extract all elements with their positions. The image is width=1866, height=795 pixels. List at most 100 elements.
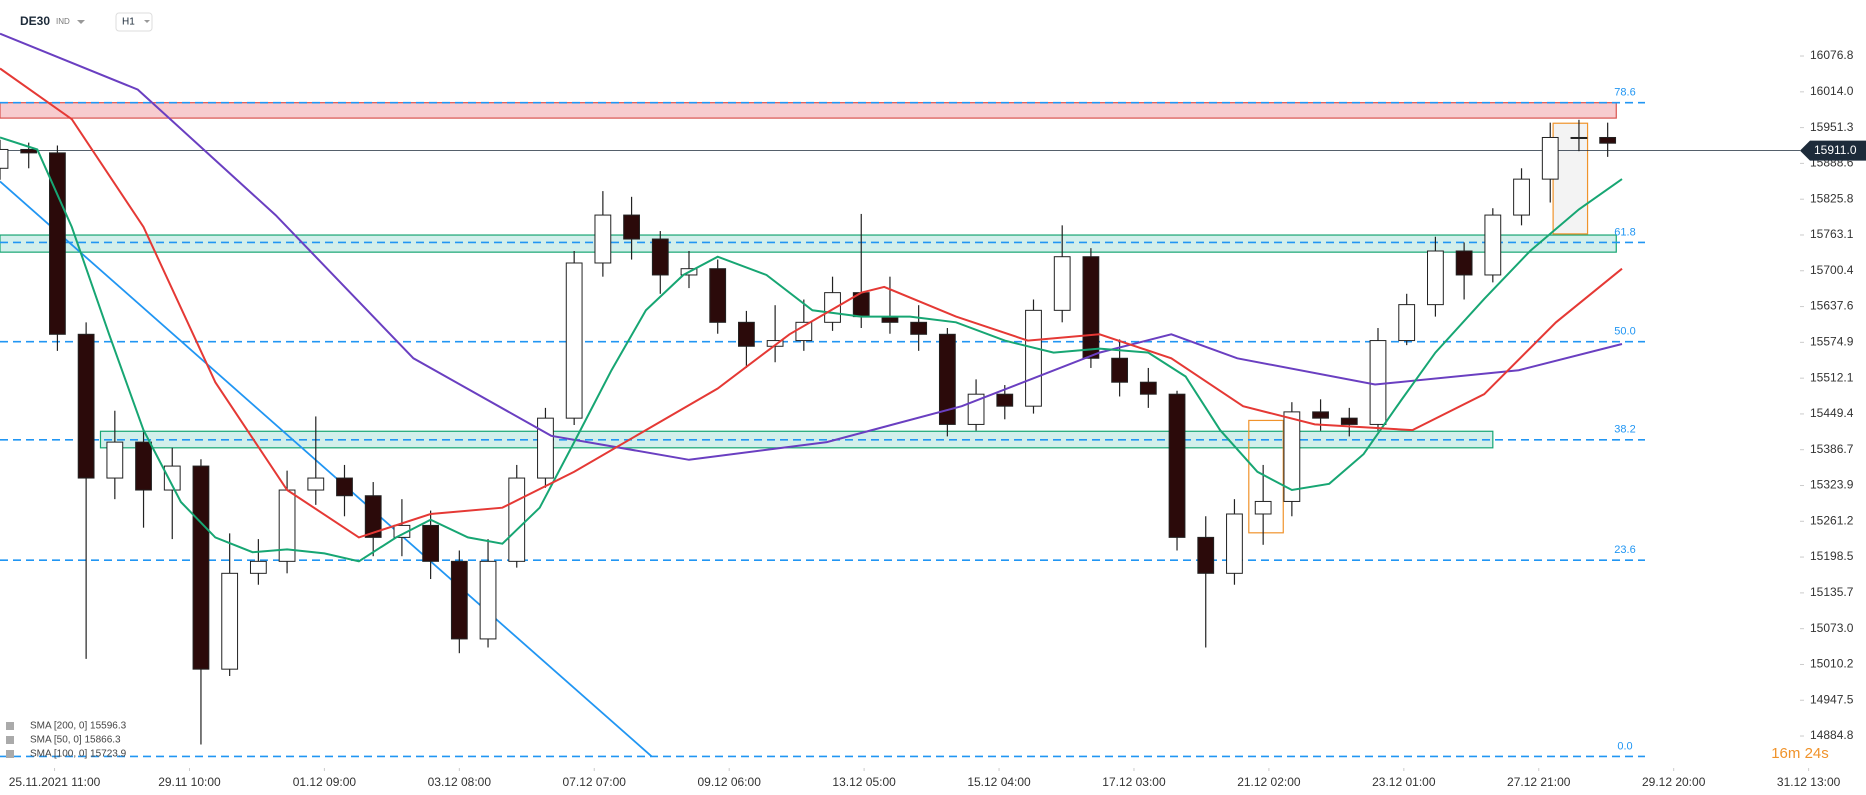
- candle-body: [364, 495, 382, 538]
- candle-body: [106, 441, 124, 479]
- candle-body: [651, 238, 669, 276]
- candle-body: [221, 572, 239, 670]
- y-tick-label: 15449.4: [1810, 406, 1854, 420]
- dropdown-icon[interactable]: [77, 20, 85, 24]
- candle-body: [1168, 393, 1186, 538]
- market: IND: [56, 17, 70, 26]
- candle-body: [20, 148, 38, 154]
- candle-body: [0, 148, 9, 169]
- candle-body: [1369, 340, 1387, 425]
- y-tick-label: 15574.9: [1810, 335, 1854, 349]
- candle-body: [1226, 513, 1243, 574]
- legend-entry: SMA [200, 0] 15596.3: [30, 721, 127, 732]
- candle-body: [1197, 536, 1215, 574]
- candle-body: [938, 333, 956, 425]
- y-tick-label: 15386.7: [1810, 442, 1854, 456]
- x-tick-label: 17.12 03:00: [1102, 775, 1166, 789]
- fib-label: 78.6: [1614, 87, 1635, 99]
- candle-body: [1254, 500, 1272, 515]
- x-tick-label: 21.12 02:00: [1237, 775, 1301, 789]
- zone: [1248, 419, 1284, 534]
- y-tick-label: 15700.4: [1810, 263, 1854, 277]
- candle-body: [1025, 309, 1042, 407]
- y-tick-label: 15763.1: [1810, 227, 1854, 241]
- sma-line: [0, 67, 1623, 539]
- candle-body: [709, 268, 727, 323]
- candle-body: [1340, 417, 1358, 425]
- x-tick-label: 01.12 09:00: [293, 775, 357, 789]
- x-tick-label: 25.11.2021 11:00: [9, 775, 101, 789]
- y-tick-label: 15512.1: [1810, 370, 1854, 384]
- sma-line: [0, 32, 1623, 461]
- candle-body: [1283, 411, 1301, 502]
- y-tick-label: 15073.0: [1810, 621, 1854, 635]
- y-tick-label: 15261.2: [1810, 513, 1854, 527]
- dropdown-icon[interactable]: [144, 20, 150, 23]
- candle-body: [1513, 178, 1530, 216]
- fib-label: 61.8: [1614, 226, 1635, 238]
- price-tag-label: 15911.0: [1814, 143, 1857, 157]
- y-tick-label: 15951.3: [1810, 120, 1854, 134]
- fib-label: 23.6: [1614, 544, 1635, 556]
- y-tick-label: 15323.9: [1810, 478, 1854, 492]
- y-tick-label: 15198.5: [1810, 549, 1854, 563]
- zone: [0, 102, 1617, 119]
- candle-body: [49, 152, 66, 335]
- candle-body: [422, 524, 440, 562]
- fib-label: 38.2: [1614, 424, 1635, 436]
- candle-body: [738, 321, 755, 347]
- x-tick-label: 13.12 05:00: [832, 775, 896, 789]
- candle-body: [1082, 256, 1100, 359]
- candle-body: [1455, 250, 1473, 276]
- trendline: [0, 180, 653, 758]
- candle-body: [1312, 411, 1329, 419]
- candle-body: [537, 417, 554, 479]
- candle-body: [996, 393, 1014, 407]
- candle-body: [163, 465, 181, 491]
- candle-body: [1427, 250, 1444, 306]
- candle-body: [1139, 381, 1157, 395]
- legend-entry: SMA [100, 0] 15723.9: [30, 749, 127, 760]
- candle-body: [77, 333, 95, 479]
- x-tick-label: 09.12 06:00: [697, 775, 761, 789]
- timeframe-button[interactable]: [115, 12, 153, 32]
- sma-line: [0, 136, 1623, 563]
- symbol[interactable]: DE30: [20, 14, 50, 28]
- fib-label: 50.0: [1614, 326, 1635, 338]
- y-tick-label: 15010.2: [1810, 657, 1854, 671]
- candle-body: [135, 441, 152, 491]
- candle-body: [1570, 136, 1588, 139]
- candle-body: [1599, 136, 1617, 144]
- candle-body: [249, 560, 267, 574]
- x-tick-label: 31.12 13:00: [1777, 775, 1841, 789]
- candle-body: [824, 292, 841, 323]
- x-tick-label: 29.11 10:00: [158, 775, 221, 789]
- candle-body: [1484, 214, 1502, 276]
- legend-icon: [6, 750, 14, 758]
- plot-area: 78.6 61.8 50.0 38.2 23.6 0.0: [0, 32, 1800, 758]
- x-tick-label: 23.12 01:00: [1372, 775, 1436, 789]
- timeframe[interactable]: H1: [122, 17, 135, 28]
- candle-body: [594, 214, 612, 264]
- candle-body: [1111, 357, 1129, 383]
- candle-body: [1053, 256, 1071, 311]
- y-tick-label: 15637.6: [1810, 299, 1854, 313]
- candle-body: [192, 465, 210, 670]
- y-tick-label: 14884.8: [1810, 728, 1854, 742]
- candle-body: [1398, 304, 1416, 342]
- candle-body: [1541, 136, 1559, 180]
- candle-timer: 16m 24s: [1771, 745, 1829, 762]
- zone: [0, 234, 1617, 253]
- x-tick-label: 15.12 04:00: [967, 775, 1031, 789]
- x-tick-label: 27.12 21:00: [1507, 775, 1571, 789]
- y-tick-label: 15135.7: [1810, 585, 1854, 599]
- legend-icon: [6, 736, 14, 744]
- candle-body: [307, 477, 325, 491]
- candle-body: [450, 560, 468, 640]
- y-tick-label: 14947.5: [1810, 692, 1854, 706]
- y-tick-label: 15825.8: [1810, 191, 1854, 205]
- candle-body: [508, 477, 526, 562]
- y-tick-label: 16014.0: [1810, 84, 1854, 98]
